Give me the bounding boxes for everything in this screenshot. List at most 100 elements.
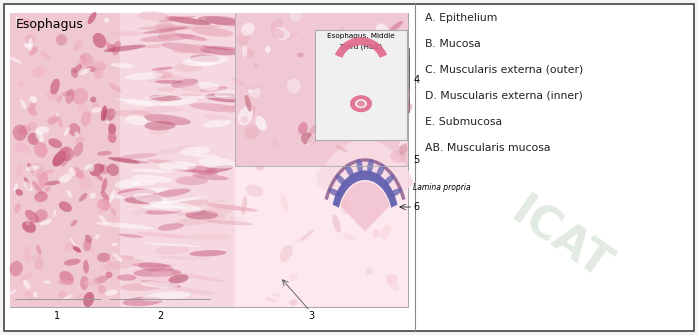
Ellipse shape — [36, 130, 44, 142]
Ellipse shape — [72, 88, 88, 105]
Ellipse shape — [298, 122, 308, 135]
Ellipse shape — [343, 32, 354, 47]
Ellipse shape — [168, 200, 209, 207]
Ellipse shape — [332, 215, 341, 233]
Ellipse shape — [353, 18, 362, 26]
Ellipse shape — [145, 208, 183, 215]
Ellipse shape — [46, 90, 59, 100]
Ellipse shape — [45, 181, 60, 186]
Ellipse shape — [81, 111, 91, 126]
Ellipse shape — [59, 271, 74, 284]
Ellipse shape — [23, 280, 31, 290]
Ellipse shape — [398, 85, 410, 104]
Ellipse shape — [58, 291, 66, 298]
Ellipse shape — [47, 117, 57, 124]
Ellipse shape — [13, 125, 27, 141]
Ellipse shape — [119, 234, 143, 238]
Ellipse shape — [117, 274, 137, 281]
Ellipse shape — [129, 180, 156, 186]
Ellipse shape — [308, 125, 318, 142]
Text: 5: 5 — [413, 155, 419, 165]
Ellipse shape — [80, 53, 94, 66]
Ellipse shape — [165, 16, 211, 25]
Ellipse shape — [155, 145, 198, 154]
Ellipse shape — [241, 23, 255, 36]
Ellipse shape — [174, 95, 232, 98]
Ellipse shape — [316, 25, 325, 41]
Text: 2: 2 — [157, 311, 163, 321]
Ellipse shape — [10, 261, 23, 276]
Ellipse shape — [64, 259, 81, 266]
Ellipse shape — [54, 209, 56, 218]
Ellipse shape — [254, 63, 259, 68]
Ellipse shape — [39, 219, 52, 225]
Ellipse shape — [374, 45, 387, 58]
Ellipse shape — [315, 169, 323, 178]
Ellipse shape — [241, 116, 248, 123]
Ellipse shape — [61, 295, 73, 300]
Text: 3: 3 — [308, 311, 314, 321]
Ellipse shape — [336, 175, 346, 185]
Ellipse shape — [334, 145, 348, 152]
Ellipse shape — [205, 16, 253, 27]
FancyBboxPatch shape — [10, 13, 120, 307]
Ellipse shape — [306, 131, 319, 146]
Polygon shape — [341, 182, 389, 231]
Ellipse shape — [202, 119, 231, 128]
Ellipse shape — [242, 196, 247, 215]
Ellipse shape — [123, 297, 163, 306]
Ellipse shape — [299, 229, 315, 241]
Ellipse shape — [252, 106, 255, 118]
Ellipse shape — [142, 208, 177, 212]
Ellipse shape — [278, 29, 283, 34]
Ellipse shape — [59, 146, 74, 161]
Ellipse shape — [205, 203, 258, 211]
Ellipse shape — [19, 273, 33, 282]
Ellipse shape — [124, 100, 154, 107]
Ellipse shape — [68, 123, 80, 136]
Ellipse shape — [364, 208, 376, 220]
Ellipse shape — [144, 121, 176, 130]
Ellipse shape — [31, 23, 40, 36]
Ellipse shape — [83, 260, 89, 274]
Ellipse shape — [290, 299, 297, 306]
Ellipse shape — [287, 41, 306, 49]
Ellipse shape — [389, 35, 398, 44]
Ellipse shape — [248, 85, 260, 98]
Ellipse shape — [107, 163, 119, 176]
Ellipse shape — [380, 224, 391, 240]
Ellipse shape — [173, 207, 194, 217]
Ellipse shape — [61, 154, 70, 167]
Ellipse shape — [293, 153, 307, 165]
Ellipse shape — [198, 158, 237, 169]
Ellipse shape — [205, 114, 229, 121]
Ellipse shape — [34, 142, 47, 158]
Ellipse shape — [111, 158, 149, 163]
Ellipse shape — [271, 19, 283, 30]
Ellipse shape — [50, 78, 60, 94]
Ellipse shape — [17, 18, 32, 25]
FancyBboxPatch shape — [235, 13, 408, 166]
Ellipse shape — [36, 126, 50, 134]
Text: AB. Muscularis mucosa: AB. Muscularis mucosa — [425, 143, 551, 153]
Ellipse shape — [201, 46, 248, 51]
Ellipse shape — [266, 297, 277, 303]
Ellipse shape — [43, 280, 51, 284]
Ellipse shape — [390, 151, 406, 163]
Ellipse shape — [271, 293, 282, 297]
Ellipse shape — [190, 54, 219, 62]
Ellipse shape — [205, 206, 232, 214]
Ellipse shape — [341, 202, 350, 215]
Ellipse shape — [387, 279, 399, 291]
Ellipse shape — [74, 131, 79, 138]
Ellipse shape — [366, 267, 373, 275]
Ellipse shape — [336, 43, 350, 52]
Ellipse shape — [90, 163, 104, 176]
Ellipse shape — [29, 96, 38, 103]
Ellipse shape — [147, 77, 189, 82]
Ellipse shape — [141, 291, 191, 301]
Ellipse shape — [15, 142, 30, 154]
Ellipse shape — [32, 66, 46, 78]
Ellipse shape — [144, 106, 185, 112]
Text: 4: 4 — [413, 75, 419, 85]
